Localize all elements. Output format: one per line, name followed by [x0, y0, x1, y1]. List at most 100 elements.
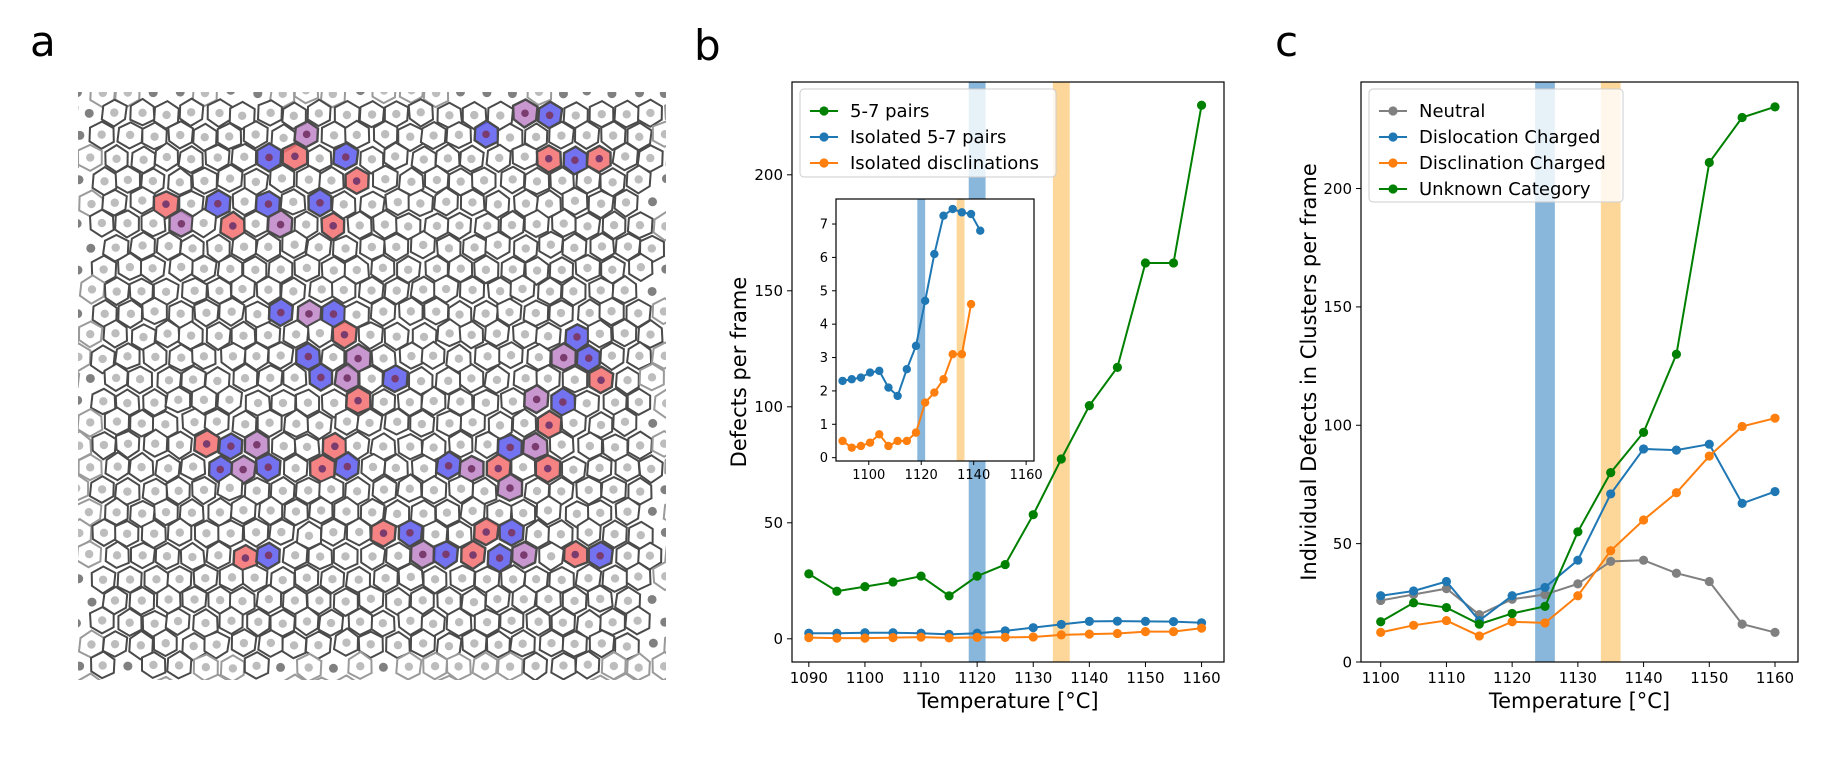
lattice-particle — [190, 595, 199, 604]
data-point-dislocation-charged — [1770, 486, 1780, 497]
data-point-isolated-5-7-pairs — [957, 208, 967, 217]
lattice-particle — [78, 309, 83, 319]
lattice-particle — [251, 130, 260, 139]
lattice-particle — [99, 397, 108, 406]
lattice-particle — [161, 685, 169, 693]
lattice-particle — [583, 222, 592, 231]
lattice-particle — [199, 485, 209, 495]
lattice-particle — [264, 285, 273, 294]
lattice-particle — [443, 67, 451, 75]
lattice-particle — [314, 243, 323, 252]
lattice-particle — [137, 287, 146, 296]
data-point-dislocation-charged — [1638, 444, 1649, 454]
lattice-particle — [276, 662, 286, 672]
lattice-particle — [84, 108, 94, 118]
lattice-particle — [610, 574, 620, 583]
lattice-particle — [112, 551, 122, 560]
data-point-isolated-disclinations — [966, 299, 976, 309]
data-point-isolated-5-7-pairs — [920, 296, 930, 305]
lattice-particle — [432, 221, 442, 231]
lattice-particle — [366, 594, 376, 604]
lattice-particle — [379, 307, 388, 316]
lattice-particle — [278, 486, 288, 496]
data-point-isolated-disclinations — [1084, 629, 1094, 639]
lattice-particle — [201, 618, 210, 628]
lattice-particle — [264, 551, 273, 560]
lattice-cell — [41, 123, 65, 150]
data-point-5-7-pairs — [804, 569, 814, 579]
data-point-5-7-pairs — [832, 586, 842, 596]
lattice-particle — [407, 351, 416, 361]
lattice-particle — [84, 549, 94, 559]
lattice-particle — [673, 108, 681, 116]
lattice-particle — [226, 529, 235, 538]
lattice-particle — [49, 576, 57, 584]
lattice-cell — [563, 57, 587, 84]
lattice-particle — [636, 262, 646, 272]
lattice-particle — [520, 152, 530, 161]
lattice-particle — [343, 462, 352, 471]
lattice-particle — [177, 262, 186, 272]
lattice-particle — [327, 485, 336, 494]
lattice-particle — [531, 661, 540, 671]
lattice-particle — [636, 530, 645, 540]
lattice-particle — [253, 92, 263, 99]
lattice-particle — [278, 575, 287, 585]
lattice-particle — [48, 485, 57, 494]
lattice-particle — [161, 420, 170, 429]
lattice-particle — [569, 287, 578, 296]
lattice-particle — [595, 154, 604, 163]
lattice-particle — [496, 111, 505, 120]
x-tick-label: 1150 — [1690, 669, 1728, 687]
lattice-particle — [547, 639, 556, 648]
data-point-neutral — [1606, 556, 1616, 566]
lattice-particle — [596, 508, 605, 518]
lattice-particle — [329, 528, 338, 537]
lattice-particle — [493, 240, 502, 249]
lattice-particle — [213, 153, 222, 162]
lattice-cell — [678, 211, 701, 238]
lattice-particle — [518, 284, 527, 294]
data-point-isolated-disclinations — [939, 375, 948, 384]
lattice-particle — [659, 307, 666, 316]
lattice-particle — [609, 661, 619, 671]
lattice-particle — [112, 154, 121, 164]
lattice-particle — [507, 528, 516, 537]
lattice-particle — [354, 575, 363, 584]
lattice-cell — [41, 566, 65, 592]
x-tick-label: 1110 — [1427, 669, 1465, 687]
lattice-particle — [696, 640, 705, 649]
lattice-particle — [418, 639, 428, 648]
lattice-cell — [650, 341, 666, 370]
lattice-particle — [406, 572, 416, 582]
lattice-cell — [652, 560, 666, 592]
lattice-particle — [46, 661, 55, 670]
lattice-particle — [175, 440, 185, 450]
lattice-particle — [429, 396, 438, 406]
lattice-particle — [227, 573, 237, 582]
data-point-dislocation-charged — [1671, 445, 1682, 455]
data-point-neutral — [1573, 579, 1583, 589]
data-point-unknown-category — [1540, 601, 1550, 611]
lattice-particle — [468, 198, 477, 207]
lattice-particle — [148, 264, 157, 273]
lattice-particle — [381, 573, 390, 583]
data-point-5-7-pairs — [888, 577, 898, 587]
lattice-particle — [416, 199, 425, 208]
lattice-particle — [98, 354, 107, 364]
lattice-cell — [664, 458, 666, 475]
lattice-particle — [521, 67, 530, 76]
lattice-particle — [139, 683, 148, 692]
lattice-particle — [406, 528, 414, 537]
y-tick-label: 100 — [1323, 417, 1352, 435]
data-point-isolated-disclinations — [856, 441, 866, 451]
lattice-particle — [506, 443, 514, 452]
data-point-unknown-category — [1507, 608, 1517, 619]
data-point-dislocation-charged — [1376, 591, 1386, 601]
lattice-cell — [42, 522, 67, 549]
lattice-particle — [123, 661, 133, 671]
lattice-particle — [544, 594, 553, 604]
y-tick-label: 50 — [764, 514, 783, 532]
lattice-particle — [303, 398, 313, 407]
lattice-particle — [305, 310, 313, 318]
